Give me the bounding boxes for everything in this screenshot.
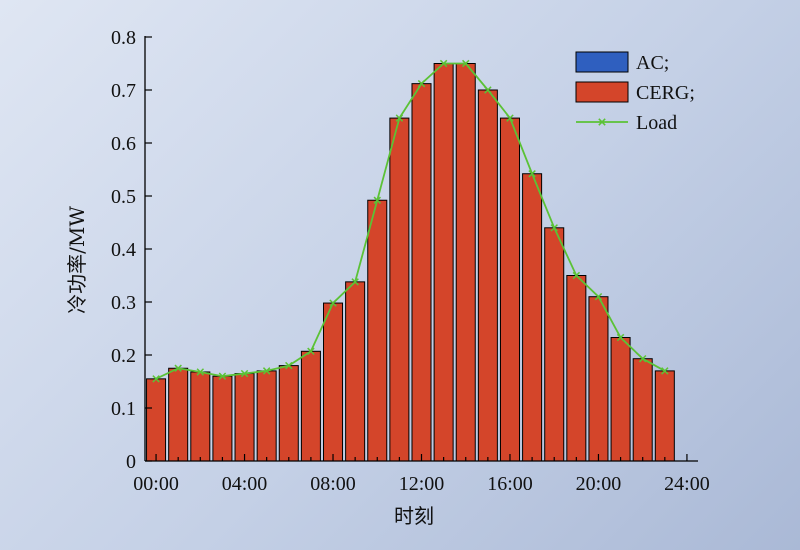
load-marker — [196, 368, 205, 376]
bar-cerg — [168, 367, 189, 462]
bar-cerg — [234, 373, 255, 462]
bar-cerg — [566, 275, 587, 462]
load-marker — [506, 114, 514, 122]
load-marker — [285, 361, 293, 370]
load-marker — [395, 114, 404, 122]
bar-cerg — [544, 227, 565, 462]
x-tick-label: 20:00 — [576, 473, 622, 495]
y-tick-label: 0.3 — [111, 292, 136, 314]
y-tick-label: 0 — [126, 451, 136, 473]
y-tick-label: 0.7 — [111, 80, 136, 102]
bar-cerg — [190, 371, 211, 462]
load-marker — [439, 59, 448, 68]
bar-cerg — [389, 117, 410, 462]
y-tick-label: 0.1 — [111, 398, 136, 420]
legend-item: CERG; — [575, 81, 695, 104]
bar-cerg — [654, 370, 675, 462]
bar-cerg — [300, 350, 321, 462]
load-marker — [594, 292, 603, 301]
bar-cerg — [522, 173, 543, 462]
x-tick-label: 16:00 — [487, 473, 533, 495]
bar-cerg — [632, 358, 653, 462]
legend-item: Load — [576, 112, 677, 134]
load-marker — [218, 372, 227, 380]
load-marker — [174, 364, 182, 372]
y-tick-label: 0.8 — [111, 27, 136, 49]
y-tick-label: 0.5 — [111, 186, 136, 208]
bar-cerg — [433, 63, 454, 462]
bar-cerg — [212, 375, 233, 462]
bar-cerg — [455, 63, 476, 462]
load-marker — [484, 86, 492, 94]
legend-label: Load — [636, 112, 677, 134]
y-tick-label: 0.6 — [111, 133, 136, 155]
load-marker — [528, 170, 536, 178]
load-marker — [351, 278, 359, 286]
load-marker — [417, 79, 426, 88]
load-marker — [550, 224, 558, 232]
x-tick-label: 24:00 — [664, 473, 710, 495]
x-tick-label: 04:00 — [222, 473, 268, 495]
load-marker — [373, 196, 381, 204]
bar-cerg — [345, 281, 366, 462]
legend-item: AC; — [575, 51, 669, 74]
legend-label: CERG; — [636, 82, 695, 104]
bar-cerg — [588, 296, 609, 462]
bar-cerg — [367, 199, 388, 462]
y-tick-label: 0.2 — [111, 345, 136, 367]
x-tick-label: 12:00 — [399, 473, 445, 495]
load-marker — [329, 299, 337, 307]
load-line — [155, 62, 666, 380]
bars-layer — [146, 63, 675, 462]
load-marker — [240, 369, 249, 378]
bar-cerg — [146, 378, 167, 462]
load-marker — [661, 367, 669, 375]
x-tick-label: 08:00 — [310, 473, 356, 495]
load-marker — [572, 271, 581, 280]
bar-cerg — [610, 337, 631, 462]
bar-cerg — [323, 302, 344, 462]
load-marker — [152, 375, 160, 383]
bar-cerg — [256, 370, 277, 462]
load-marker — [307, 347, 315, 356]
load-marker — [616, 333, 625, 342]
load-marker — [638, 354, 647, 363]
load-line-layer — [152, 59, 669, 383]
ticks-layer: 0 0.1 0.2 0.3 0.4 0.5 0.6 0.7 0.8 00:00 04:00 08:00… — [111, 27, 710, 495]
bar-cerg — [477, 89, 498, 462]
load-marker — [462, 59, 470, 68]
x-tick-label: 00:00 — [133, 473, 179, 495]
legend: AC; CERG; Load — [575, 51, 695, 134]
load-marker — [262, 367, 271, 375]
legend-swatch — [575, 81, 629, 103]
y-tick-label: 0.4 — [111, 239, 136, 261]
bar-cerg — [499, 117, 520, 462]
bar-cerg — [411, 83, 432, 462]
x-axis-title: 时刻 — [394, 504, 434, 528]
legend-swatch — [575, 51, 629, 73]
legend-marker — [598, 118, 606, 126]
y-axis-title: 冷功率/MW — [65, 206, 89, 314]
bar-cerg — [278, 365, 299, 462]
legend-label: AC; — [636, 52, 669, 74]
